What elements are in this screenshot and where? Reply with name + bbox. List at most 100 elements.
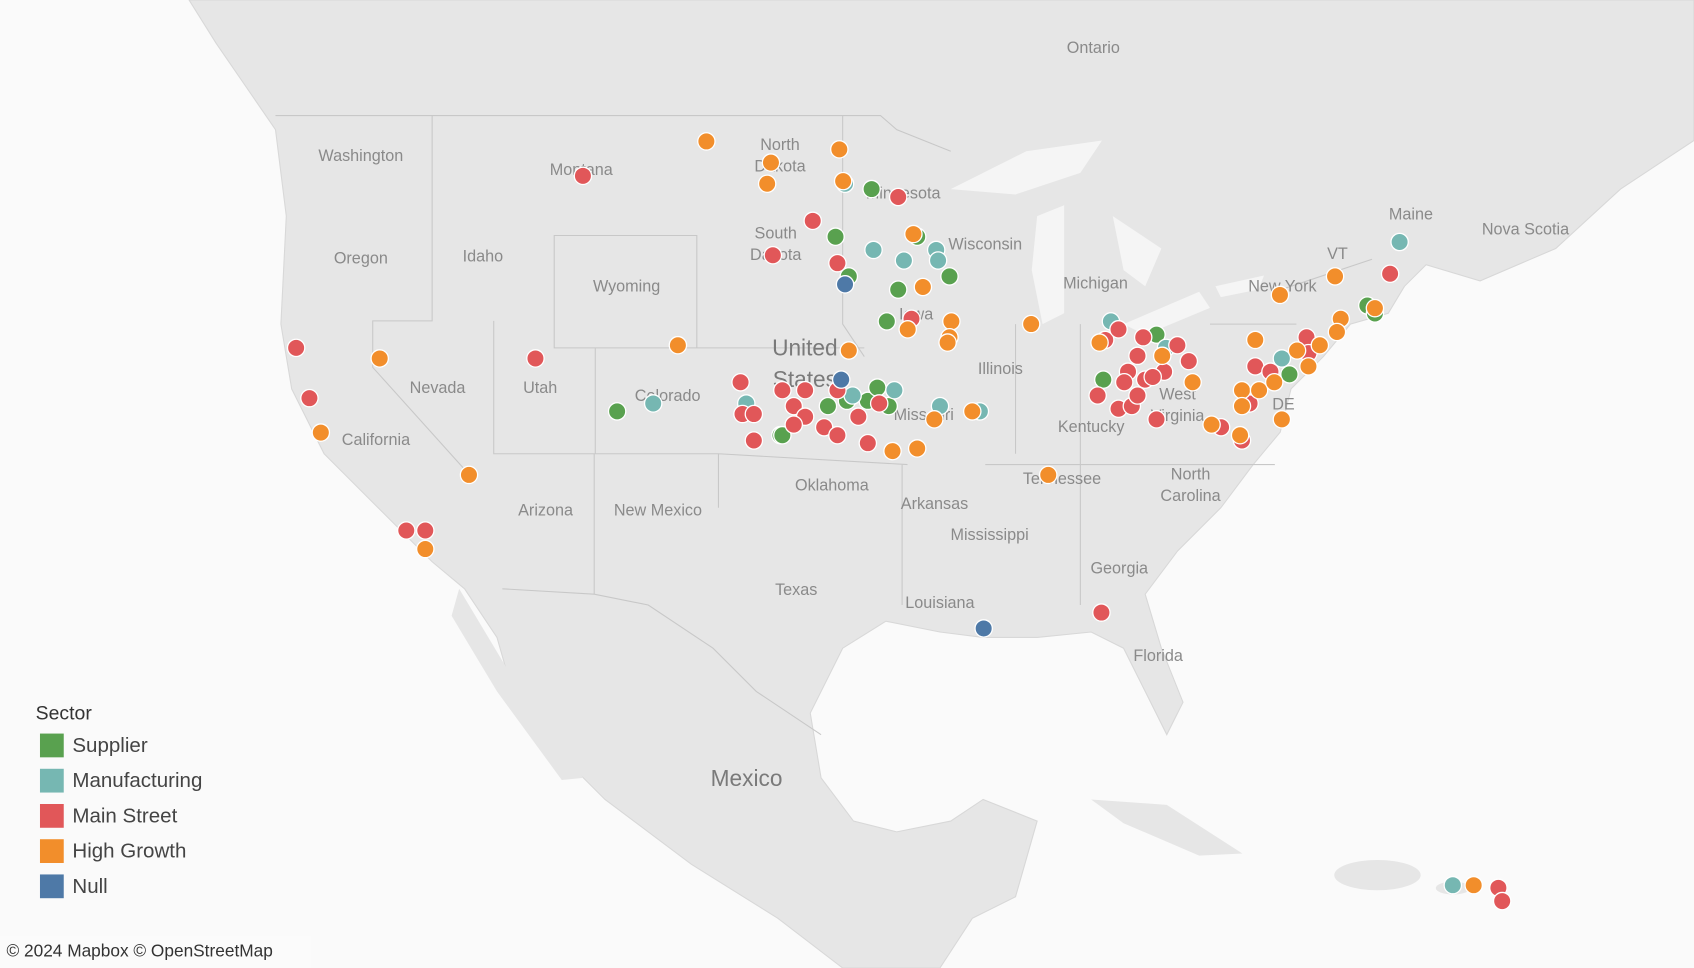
place-label: Washington <box>318 147 403 165</box>
point <box>1310 335 1330 355</box>
point <box>888 187 908 207</box>
point <box>1128 386 1147 405</box>
attribution[interactable]: © 2024 Mapbox © OpenStreetMap <box>6 940 272 960</box>
place-label: Kentucky <box>1058 418 1125 436</box>
place-labels: OntarioWashingtonMontanaNorthDakotaMinne… <box>318 39 1569 791</box>
point <box>773 380 792 400</box>
land <box>188 0 1694 968</box>
point <box>1094 370 1113 389</box>
point <box>925 410 944 429</box>
point <box>1183 372 1202 392</box>
point <box>1109 320 1128 339</box>
place-label: Arizona <box>518 501 573 519</box>
point <box>1270 285 1290 305</box>
point <box>573 166 593 186</box>
legend-swatch <box>39 733 64 758</box>
point <box>1114 372 1134 392</box>
point <box>928 251 948 270</box>
point <box>858 433 878 453</box>
point <box>1299 357 1318 376</box>
point <box>913 277 933 297</box>
place-label: VT <box>1327 245 1348 263</box>
point <box>607 402 627 421</box>
place-label: Georgia <box>1090 560 1148 578</box>
place-label-line: South <box>755 225 797 243</box>
point <box>862 179 881 199</box>
point <box>1128 346 1147 366</box>
point <box>940 267 959 286</box>
point <box>830 140 849 159</box>
point <box>526 349 545 368</box>
place-label-line: United <box>772 334 838 360</box>
point <box>773 425 792 445</box>
place-label: Florida <box>1133 647 1182 665</box>
point <box>300 388 319 408</box>
lake <box>1215 275 1265 298</box>
point <box>1327 322 1347 342</box>
point <box>1264 372 1284 392</box>
point <box>1365 298 1385 318</box>
point <box>803 211 823 231</box>
legend-label: High Growth <box>72 840 186 863</box>
place-label: Texas <box>775 581 817 599</box>
point <box>1272 410 1292 429</box>
place-label: Wyoming <box>593 278 660 296</box>
place-label: Mississippi <box>950 526 1028 544</box>
point <box>1168 335 1187 355</box>
point <box>1272 349 1292 368</box>
point <box>1179 351 1199 371</box>
place-label: Maine <box>1389 205 1433 223</box>
point <box>370 349 390 368</box>
place-label: Ontario <box>1067 39 1120 57</box>
point <box>833 171 853 191</box>
point <box>868 378 887 397</box>
point <box>668 335 688 355</box>
point <box>877 312 897 331</box>
legend-swatch <box>39 874 64 899</box>
point <box>416 539 435 559</box>
place-label-line: Carolina <box>1160 487 1220 505</box>
place-label: Illinois <box>978 360 1023 378</box>
place-label: DE <box>1272 395 1295 413</box>
point <box>763 245 783 265</box>
point <box>784 396 804 416</box>
point <box>962 402 982 421</box>
point <box>904 224 923 244</box>
point <box>818 396 838 416</box>
place-label: Louisiana <box>905 594 974 612</box>
point <box>1133 327 1153 347</box>
place-label: Utah <box>523 379 557 397</box>
point <box>1380 264 1400 284</box>
point <box>942 312 961 331</box>
point <box>761 153 781 172</box>
lake <box>1031 205 1065 325</box>
point <box>883 441 902 461</box>
point <box>869 394 889 413</box>
point <box>938 333 957 352</box>
point <box>459 465 479 485</box>
place-label: Nevada <box>410 379 466 397</box>
lake <box>1123 291 1210 335</box>
cuba <box>1091 799 1243 856</box>
point <box>831 370 851 389</box>
point <box>311 423 331 442</box>
point <box>286 338 306 358</box>
point <box>907 439 927 458</box>
point <box>888 280 908 299</box>
point <box>1152 346 1172 366</box>
place-label-line: North <box>760 136 800 154</box>
point <box>757 174 777 194</box>
point <box>643 394 663 413</box>
point <box>1280 365 1299 384</box>
point <box>795 380 815 400</box>
point <box>1202 415 1221 434</box>
point <box>1492 891 1512 911</box>
point <box>1287 341 1307 360</box>
place-label: United States <box>772 334 838 391</box>
place-label: Idaho <box>463 247 504 265</box>
legend: Sector Supplier Manufacturing Main Street H… <box>36 702 202 899</box>
place-label: Tennessee <box>1023 470 1101 488</box>
point <box>744 431 764 450</box>
legend-label: Manufacturing <box>72 769 202 792</box>
